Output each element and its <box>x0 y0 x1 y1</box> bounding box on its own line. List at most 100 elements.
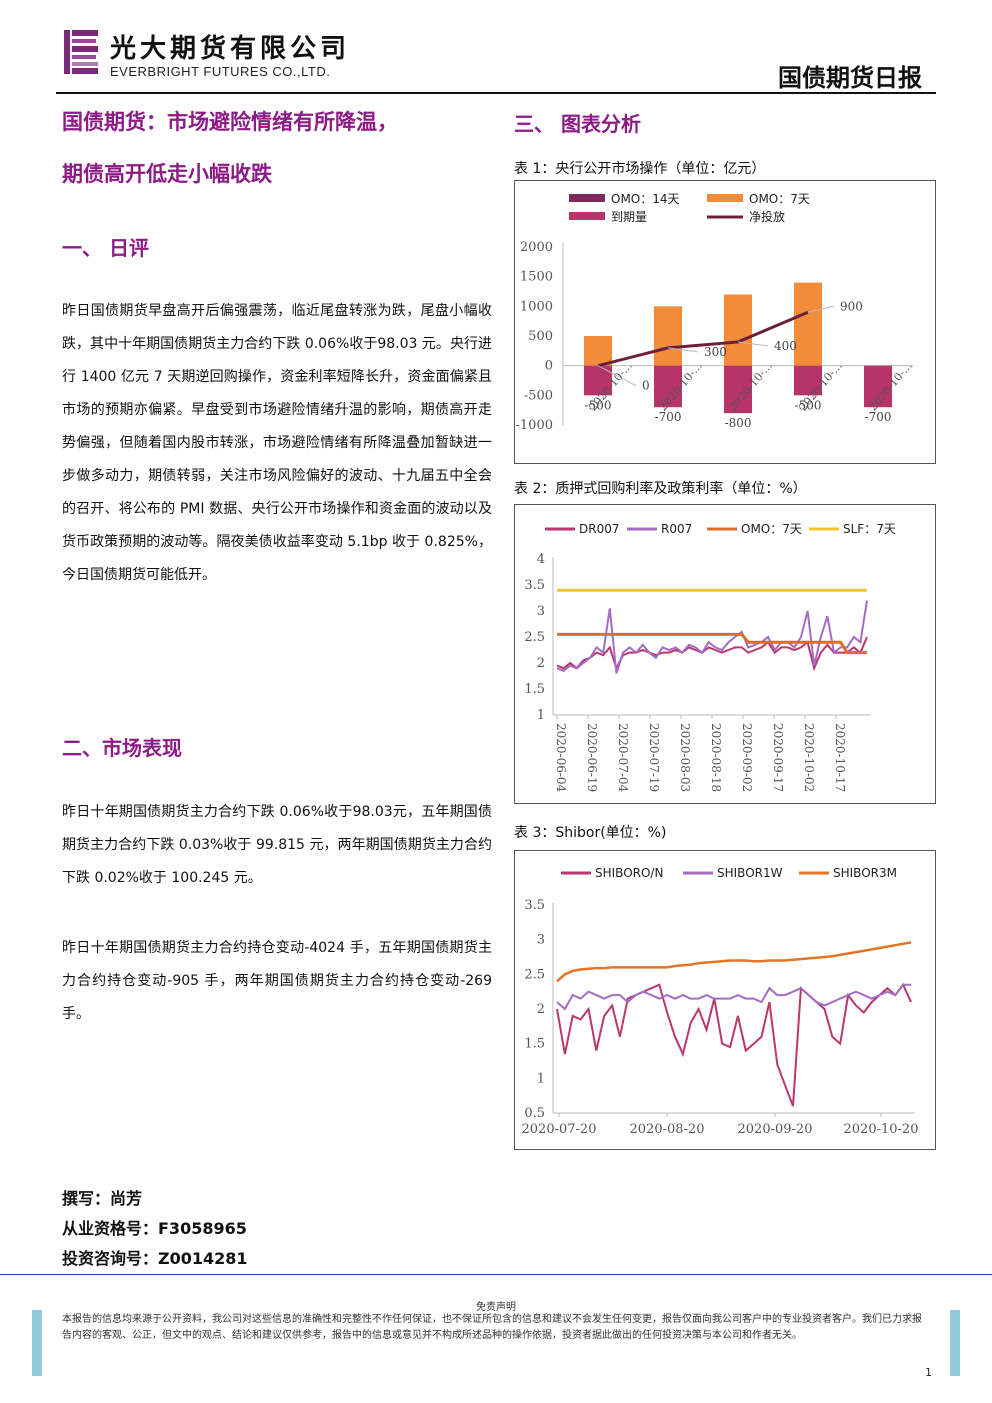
legend-swatch <box>569 194 605 202</box>
header-divider <box>56 92 936 94</box>
report-title: 国债期货日报 <box>778 64 922 92</box>
left-accent-bar <box>32 1310 42 1376</box>
company-name-cn: 光大期货有限公司 <box>110 34 351 64</box>
section-1-heading: 一、 日评 <box>62 236 149 260</box>
legend-label: 净投放 <box>749 209 785 224</box>
company-logo-icon <box>62 28 102 76</box>
y-tick-label: -500 <box>524 388 553 403</box>
y-tick-label: 0 <box>545 359 553 374</box>
data-label-maturity: -800 <box>725 416 752 430</box>
y-tick-label: 3 <box>537 933 545 948</box>
bar-maturity <box>654 365 682 408</box>
chart-1-omo: OMO：14天 OMO：7天到期量 净投放 2000 1500 1000 500 0 -500 -… <box>514 180 936 464</box>
data-label-net: 300 <box>704 345 727 359</box>
bar-maturity <box>794 365 822 396</box>
y-tick-label: 2.5 <box>524 630 545 645</box>
bar-maturity <box>864 365 892 408</box>
data-label-leader <box>597 365 637 387</box>
x-tick-label: 2020-07-20 <box>522 1122 597 1137</box>
x-tick-label: 2020-09-02 <box>740 723 754 792</box>
y-tick-label: 1.5 <box>524 682 545 697</box>
section-1-paragraph: 昨日国债期货早盘高开后偏强震荡，临近尾盘转涨为跌，尾盘小幅收跌，其中十年期国债期… <box>62 303 492 583</box>
y-tick-label: 1500 <box>520 270 553 285</box>
chart-3-svg: SHIBORO/N SHIBOR1W SHIBOR3M 3.5 3 2.5 2 1.5 1 0.5… <box>522 866 919 1137</box>
bar-omo7 <box>584 336 612 366</box>
x-tick-label: 2020-10-17 <box>833 723 847 792</box>
data-label-net: 900 <box>840 299 863 313</box>
y-tick-label: -1000 <box>516 418 553 433</box>
series-line <box>557 632 867 655</box>
y-tick-label: 4 <box>537 552 545 567</box>
legend-label: OMO：7天 <box>749 192 810 206</box>
data-label-leader <box>737 341 769 347</box>
y-tick-label: 3.5 <box>524 898 545 913</box>
x-tick-label: 2020-06-04 <box>554 723 568 793</box>
page-number: 1 <box>925 1366 932 1379</box>
y-tick-label: 1000 <box>520 299 553 314</box>
data-label-maturity: -700 <box>655 410 682 424</box>
series-line <box>556 983 911 1011</box>
series-line <box>556 600 868 674</box>
bar-maturity <box>724 365 752 414</box>
x-tick-label: 2020-10-20 <box>844 1122 919 1137</box>
x-tick-label: 2020-08-20 <box>630 1122 705 1137</box>
x-tick-label: 2020-08-03 <box>678 723 692 792</box>
bar-omo7 <box>654 306 682 366</box>
legend-label: OMO：7天 <box>741 522 802 536</box>
x-tick-label: 2020-09-20 <box>738 1122 813 1137</box>
bar-omo7 <box>724 294 752 366</box>
company-name-en: EVERBRIGHT FUTURES CO.,LTD. <box>110 64 331 79</box>
y-tick-label: 2000 <box>520 240 553 255</box>
chart-3-caption: 表 3：Shibor(单位：%) <box>514 825 667 841</box>
data-label-maturity: -500 <box>585 398 612 412</box>
y-tick-label: 0.5 <box>524 1106 545 1121</box>
legend-swatch <box>569 212 605 220</box>
x-tick-label: 2020-09-17 <box>771 723 785 792</box>
x-tick-label: 2020-08-18 <box>709 723 723 792</box>
y-tick-label: 1 <box>537 708 545 723</box>
y-tick-label: 2.5 <box>524 967 545 982</box>
section-2-paragraph-2: 昨日十年期国债期货主力合约持仓变动-4024 手，五年期国债期货主力合约持仓变动… <box>62 940 492 1022</box>
x-tick-label: 2020-10-02 <box>802 723 816 792</box>
series-line <box>556 982 912 1107</box>
article-title-line2: 期债高开低走小幅收跌 <box>62 162 272 186</box>
legend-label: SHIBOR1W <box>717 866 783 880</box>
x-tick-label: 2020-07-04 <box>616 723 630 793</box>
legend-label: SHIBORO/N <box>595 866 663 880</box>
line-net-injection <box>597 310 809 368</box>
y-tick-label: 2 <box>537 656 545 671</box>
disclaimer-title: 免责声明 <box>476 1302 516 1313</box>
legend-label: SHIBOR3M <box>833 866 897 880</box>
section-2-paragraph-1: 昨日十年期国债期货主力合约下跌 0.06%收于98.03元，五年期国债期货主力合… <box>62 804 492 886</box>
footer-divider <box>0 1274 992 1275</box>
y-tick-label: 3 <box>537 604 545 619</box>
author-line: 撰写：尚芳 <box>62 1189 143 1208</box>
data-label-maturity: -700 <box>865 410 892 424</box>
qualification-number: 从业资格号：F3058965 <box>62 1219 247 1238</box>
section-2-heading: 二、市场表现 <box>62 736 182 760</box>
consulting-number: 投资咨询号：Z0014281 <box>62 1249 248 1268</box>
legend-label: 到期量 <box>611 210 647 224</box>
y-tick-label: 2 <box>537 1002 545 1017</box>
y-tick-label: 1.5 <box>524 1037 545 1052</box>
data-label-net: 400 <box>774 339 797 353</box>
legend-label: SLF：7天 <box>843 522 896 536</box>
bar-omo7 <box>794 282 822 366</box>
chart-1-caption: 表 1：央行公开市场操作（单位：亿元） <box>514 161 766 177</box>
section-3-heading: 三、 图表分析 <box>514 112 641 136</box>
chart-2-svg: DR007 R007 OMO：7天 SLF：7天 4 3.5 3 2.5 2 1.5 1 2020-0… <box>524 522 896 793</box>
y-tick-label: 1 <box>537 1071 545 1086</box>
y-tick-label: 500 <box>528 329 553 344</box>
x-tick-label: 2020-07-19 <box>647 723 661 792</box>
series-line <box>556 941 912 983</box>
legend-label: OMO：14天 <box>611 192 680 206</box>
series-line <box>556 636 868 672</box>
disclaimer-text: 本报告的信息均来源于公开资料，我公司对这些信息的准确性和完整性不作任何保证，也不… <box>62 1314 922 1341</box>
chart-3-shibor: SHIBORO/N SHIBOR1W SHIBOR3M 3.5 3 2.5 2 1.5 1 0.5… <box>514 850 936 1150</box>
data-label-maturity: -500 <box>795 398 822 412</box>
right-accent-bar <box>950 1310 960 1376</box>
data-label-leader <box>807 305 835 313</box>
chart-2-repo-rates: DR007 R007 OMO：7天 SLF：7天 4 3.5 3 2.5 2 1.5 1 2020-0… <box>514 504 936 804</box>
y-tick-label: 3.5 <box>524 578 545 593</box>
